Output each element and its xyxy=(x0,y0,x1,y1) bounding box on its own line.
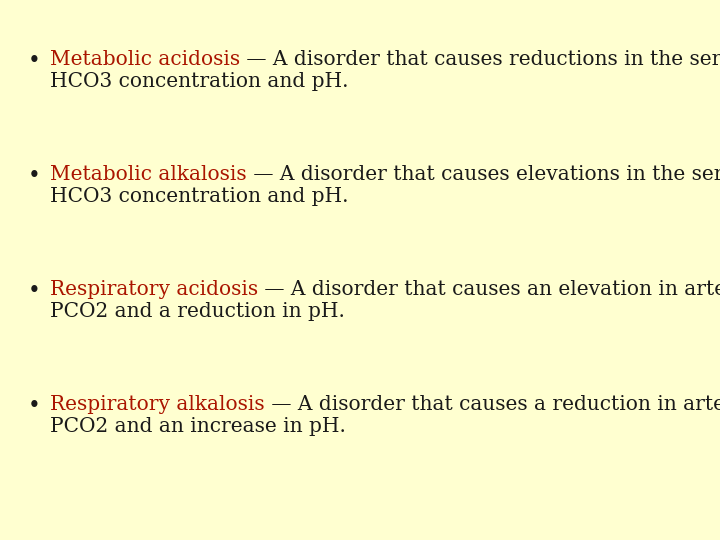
Text: Respiratory alkalosis: Respiratory alkalosis xyxy=(50,395,265,414)
Text: HCO3 concentration and pH.: HCO3 concentration and pH. xyxy=(50,187,348,206)
Text: — A disorder that causes elevations in the serum: — A disorder that causes elevations in t… xyxy=(247,165,720,184)
Text: Respiratory acidosis: Respiratory acidosis xyxy=(50,280,258,299)
Text: PCO2 and an increase in pH.: PCO2 and an increase in pH. xyxy=(50,417,346,436)
Text: •: • xyxy=(28,165,41,187)
Text: HCO3 concentration and pH.: HCO3 concentration and pH. xyxy=(50,72,348,91)
Text: •: • xyxy=(28,50,41,72)
Text: Metabolic acidosis: Metabolic acidosis xyxy=(50,50,240,69)
Text: Metabolic alkalosis: Metabolic alkalosis xyxy=(50,165,247,184)
Text: — A disorder that causes a reduction in arterial: — A disorder that causes a reduction in … xyxy=(265,395,720,414)
Text: — A disorder that causes an elevation in arterial: — A disorder that causes an elevation in… xyxy=(258,280,720,299)
Text: — A disorder that causes reductions in the serum: — A disorder that causes reductions in t… xyxy=(240,50,720,69)
Text: •: • xyxy=(28,280,41,302)
Text: •: • xyxy=(28,395,41,417)
Text: PCO2 and a reduction in pH.: PCO2 and a reduction in pH. xyxy=(50,302,345,321)
